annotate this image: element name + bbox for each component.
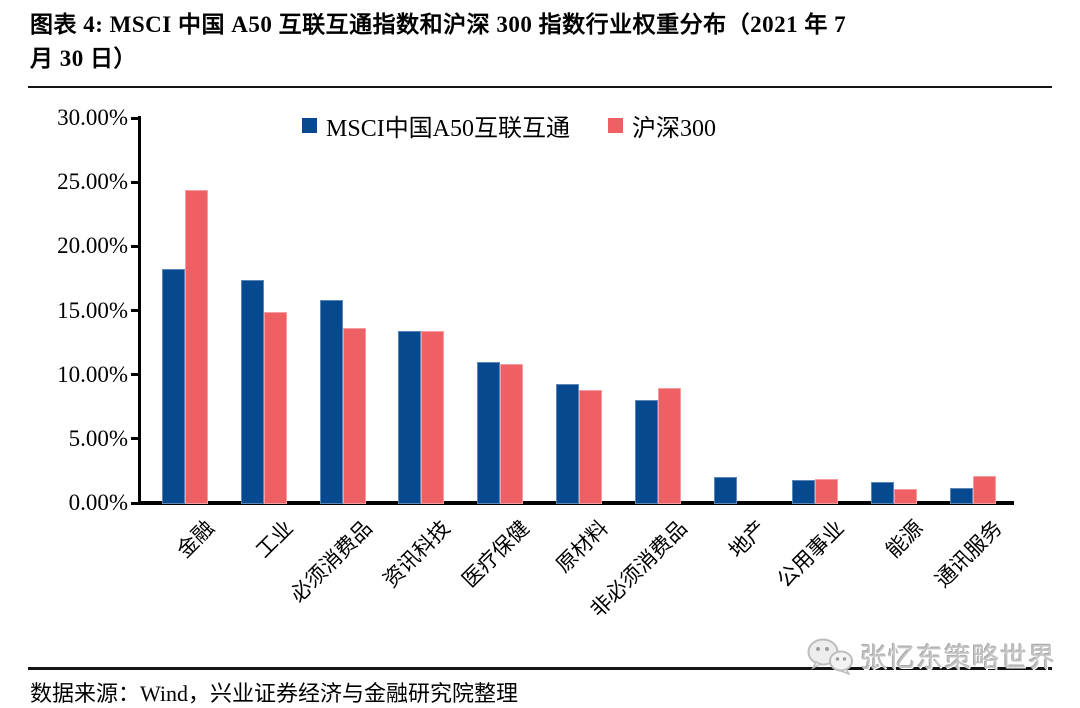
bar-hs300-资讯科技 — [421, 331, 445, 504]
footer-divider-line — [28, 667, 1052, 670]
y-axis-tick — [131, 244, 139, 248]
y-axis-label: 20.00% — [57, 233, 128, 259]
x-axis-label-医疗保健: 医疗保健 — [457, 515, 535, 593]
y-axis-tick — [131, 180, 139, 184]
x-axis-label-必须消费品: 必须消费品 — [285, 515, 377, 608]
y-axis-line — [138, 116, 141, 505]
legend-swatch-msci — [302, 118, 317, 133]
bar-hs300-金融 — [185, 189, 208, 504]
figure-title-line2: 月 30 日） — [30, 46, 137, 71]
bar-msci-资讯科技 — [398, 331, 422, 504]
figure-title: 图表 4: MSCI 中国 A50 互联互通指数和沪深 300 指数行业权重分布… — [30, 8, 1052, 76]
bar-msci-原材料 — [556, 383, 579, 504]
legend-item-msci: MSCI中国A50互联互通 — [302, 108, 570, 143]
chart-legend: MSCI中国A50互联互通 沪深300 — [302, 108, 716, 143]
legend-item-hs300: 沪深300 — [608, 108, 716, 143]
bar-msci-能源 — [871, 482, 895, 504]
y-axis-tick — [131, 116, 139, 120]
data-source-note: 数据来源：Wind，兴业证券经济与金融研究院整理 — [30, 681, 518, 706]
y-axis-label: 30.00% — [57, 105, 128, 130]
x-axis-label-金融: 金融 — [172, 515, 219, 563]
x-axis-label-公用事业: 公用事业 — [772, 515, 850, 593]
bar-hs300-非必须消费品 — [657, 387, 681, 504]
y-axis-tick — [131, 501, 139, 505]
y-axis-label: 25.00% — [57, 169, 128, 195]
bar-msci-通讯服务 — [950, 487, 973, 504]
x-axis-label-通讯服务: 通讯服务 — [930, 515, 1007, 593]
y-axis-label: 5.00% — [68, 425, 128, 451]
bar-msci-必须消费品 — [319, 300, 343, 504]
x-axis-label-资讯科技: 资讯科技 — [378, 515, 456, 593]
y-axis-label: 10.00% — [57, 361, 128, 387]
bar-hs300-医疗保健 — [500, 364, 524, 504]
bar-msci-医疗保健 — [477, 361, 501, 504]
bar-msci-工业 — [240, 279, 264, 504]
bar-msci-非必须消费品 — [634, 400, 658, 504]
bar-hs300-原材料 — [579, 390, 602, 504]
y-axis-label: 15.00% — [57, 297, 128, 323]
x-axis-label-地产: 地产 — [723, 515, 771, 563]
bar-msci-金融 — [162, 269, 185, 504]
y-axis-label: 0.00% — [68, 490, 128, 515]
figure-title-line1: 图表 4: MSCI 中国 A50 互联互通指数和沪深 300 指数行业权重分布… — [30, 12, 847, 37]
wechat-icon — [807, 638, 853, 675]
watermark: 张忆东策略世界 — [806, 636, 1056, 675]
x-axis-label-能源: 能源 — [881, 515, 929, 563]
legend-label-msci: MSCI中国A50互联互通 — [326, 116, 571, 142]
legend-swatch-hs300 — [608, 118, 624, 133]
bar-hs300-通讯服务 — [973, 476, 996, 504]
bar-hs300-工业 — [263, 311, 287, 504]
bar-msci-公用事业 — [792, 479, 816, 504]
title-divider-line — [28, 86, 1052, 88]
legend-label-hs300: 沪深300 — [632, 116, 717, 142]
x-axis-label-原材料: 原材料 — [551, 515, 613, 578]
y-axis-tick — [131, 437, 139, 441]
x-axis-label-工业: 工业 — [250, 515, 298, 563]
watermark-text: 张忆东策略世界 — [860, 643, 1056, 673]
bar-hs300-能源 — [894, 488, 918, 504]
bar-hs300-必须消费品 — [342, 328, 366, 504]
bar-hs300-公用事业 — [815, 478, 839, 504]
y-axis-tick — [131, 309, 139, 312]
y-axis-tick — [131, 373, 139, 377]
bar-msci-地产 — [713, 477, 737, 504]
